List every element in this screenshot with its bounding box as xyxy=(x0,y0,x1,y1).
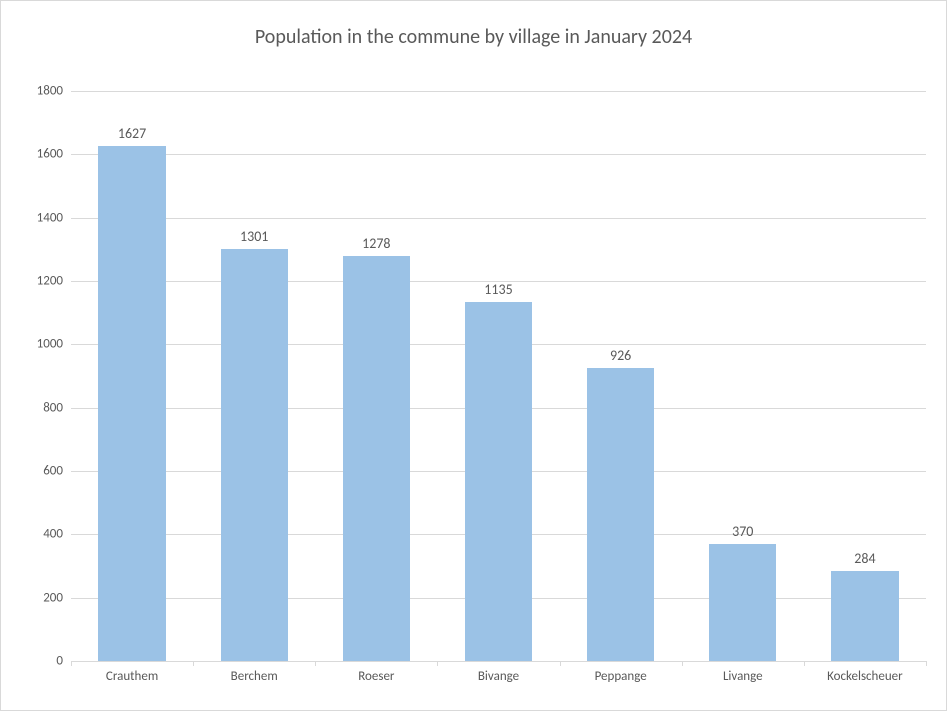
bar-value-label: 1135 xyxy=(484,281,512,302)
bar: 284 xyxy=(831,571,898,661)
y-tick-label: 1600 xyxy=(37,147,71,162)
y-tick-label: 400 xyxy=(43,527,71,542)
x-tick-label: Roeser xyxy=(358,661,394,684)
x-tick-label: Berchem xyxy=(231,661,278,684)
x-tick-label: Bivange xyxy=(478,661,519,684)
gridline xyxy=(71,154,926,155)
x-tick-mark xyxy=(71,661,72,666)
x-tick-mark xyxy=(682,661,683,666)
x-tick-mark xyxy=(926,661,927,666)
y-tick-label: 600 xyxy=(43,464,71,479)
bar: 1301 xyxy=(221,249,288,661)
x-tick-mark xyxy=(315,661,316,666)
bar-value-label: 370 xyxy=(732,523,753,544)
y-tick-label: 0 xyxy=(56,654,71,669)
bar: 1278 xyxy=(343,256,410,661)
bar-value-label: 1301 xyxy=(240,228,268,249)
bar-value-label: 926 xyxy=(610,347,631,368)
gridline xyxy=(71,218,926,219)
y-tick-label: 1800 xyxy=(37,84,71,99)
y-tick-label: 1400 xyxy=(37,210,71,225)
x-tick-mark xyxy=(437,661,438,666)
y-tick-label: 1200 xyxy=(37,274,71,289)
bar: 1627 xyxy=(98,146,165,661)
plot-area: 0200400600800100012001400160018001627Cra… xyxy=(71,91,926,661)
y-tick-label: 1000 xyxy=(37,337,71,352)
gridline xyxy=(71,91,926,92)
bar-value-label: 284 xyxy=(854,550,875,571)
x-tick-mark xyxy=(193,661,194,666)
x-tick-label: Kockelscheuer xyxy=(827,661,903,684)
bar: 926 xyxy=(587,368,654,661)
bar: 1135 xyxy=(465,302,532,661)
x-tick-mark xyxy=(560,661,561,666)
x-tick-label: Crauthem xyxy=(106,661,158,684)
x-tick-label: Peppange xyxy=(595,661,647,684)
x-tick-label: Livange xyxy=(723,661,763,684)
bar-value-label: 1278 xyxy=(362,235,390,256)
y-tick-label: 200 xyxy=(43,590,71,605)
bar-value-label: 1627 xyxy=(118,125,146,146)
chart-container: Population in the commune by village in … xyxy=(0,0,947,711)
x-tick-mark xyxy=(804,661,805,666)
y-tick-label: 800 xyxy=(43,400,71,415)
bar: 370 xyxy=(709,544,776,661)
chart-title: Population in the commune by village in … xyxy=(1,25,946,49)
